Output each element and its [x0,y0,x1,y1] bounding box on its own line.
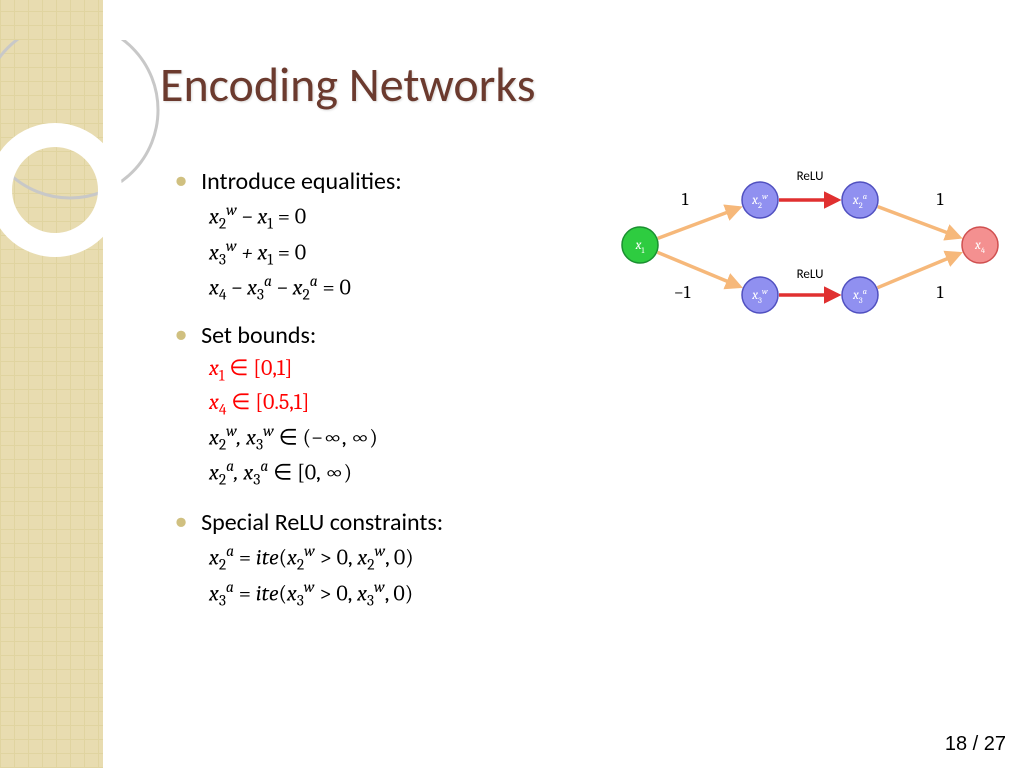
bullet-icon: ● [175,507,187,539]
svg-text:1: 1 [937,189,944,210]
bound-1: x1 ∈ [0,1] [209,354,615,386]
slide-title: Encoding Networks [160,55,536,114]
bullet-relu: ● Special ReLU constraints: [175,507,615,539]
svg-text:ReLU: ReLU [797,267,824,282]
bullet-equalities: ● Introduce equalities: [175,166,615,198]
content-body: ● Introduce equalities: x2w − x1 = 0 x3w… [175,160,615,625]
equation-3: x4 − x3a − x2a = 0 [209,271,615,306]
svg-text:1: 1 [937,282,944,303]
bullet-bounds: ● Set bounds: [175,320,615,352]
svg-text:−1: −1 [674,282,691,303]
page-total: 27 [984,733,1006,755]
relu-2: x3a = ite(x3w > 0, x3w, 0) [209,577,615,612]
relu-1: x2a = ite(x2w > 0, x2w, 0) [209,541,615,576]
relu-block: x2a = ite(x2w > 0, x2w, 0) x3a = ite(x3w… [209,541,615,611]
bullet-icon: ● [175,166,187,198]
bullet-text: Introduce equalities: [201,166,402,198]
page-number: 18 / 27 [945,733,1006,756]
bound-2: x4 ∈ [0.5,1] [209,388,615,420]
bullet-text: Set bounds: [201,320,316,352]
bullet-icon: ● [175,320,187,352]
bounds-block: x1 ∈ [0,1] x4 ∈ [0.5,1] x2w, x3w ∈ (−∞, … [209,354,615,490]
svg-text:1: 1 [682,189,689,210]
sidebar-decoration [0,0,105,768]
page-current: 18 [945,733,967,755]
bullet-text: Special ReLU constraints: [201,507,443,539]
equalities-block: x2w − x1 = 0 x3w + x1 = 0 x4 − x3a − x2a… [209,200,615,306]
svg-text:ReLU: ReLU [797,169,824,184]
equation-1: x2w − x1 = 0 [209,200,615,235]
bound-3: x2w, x3w ∈ (−∞, ∞) [209,421,615,456]
equation-2: x3w + x1 = 0 [209,236,615,271]
network-diagram: 1−1ReLUReLU11x1x2wx2ax3wx3ax4 [610,160,1010,340]
bound-4: x2a, x3a ∈ [0, ∞) [209,456,615,491]
